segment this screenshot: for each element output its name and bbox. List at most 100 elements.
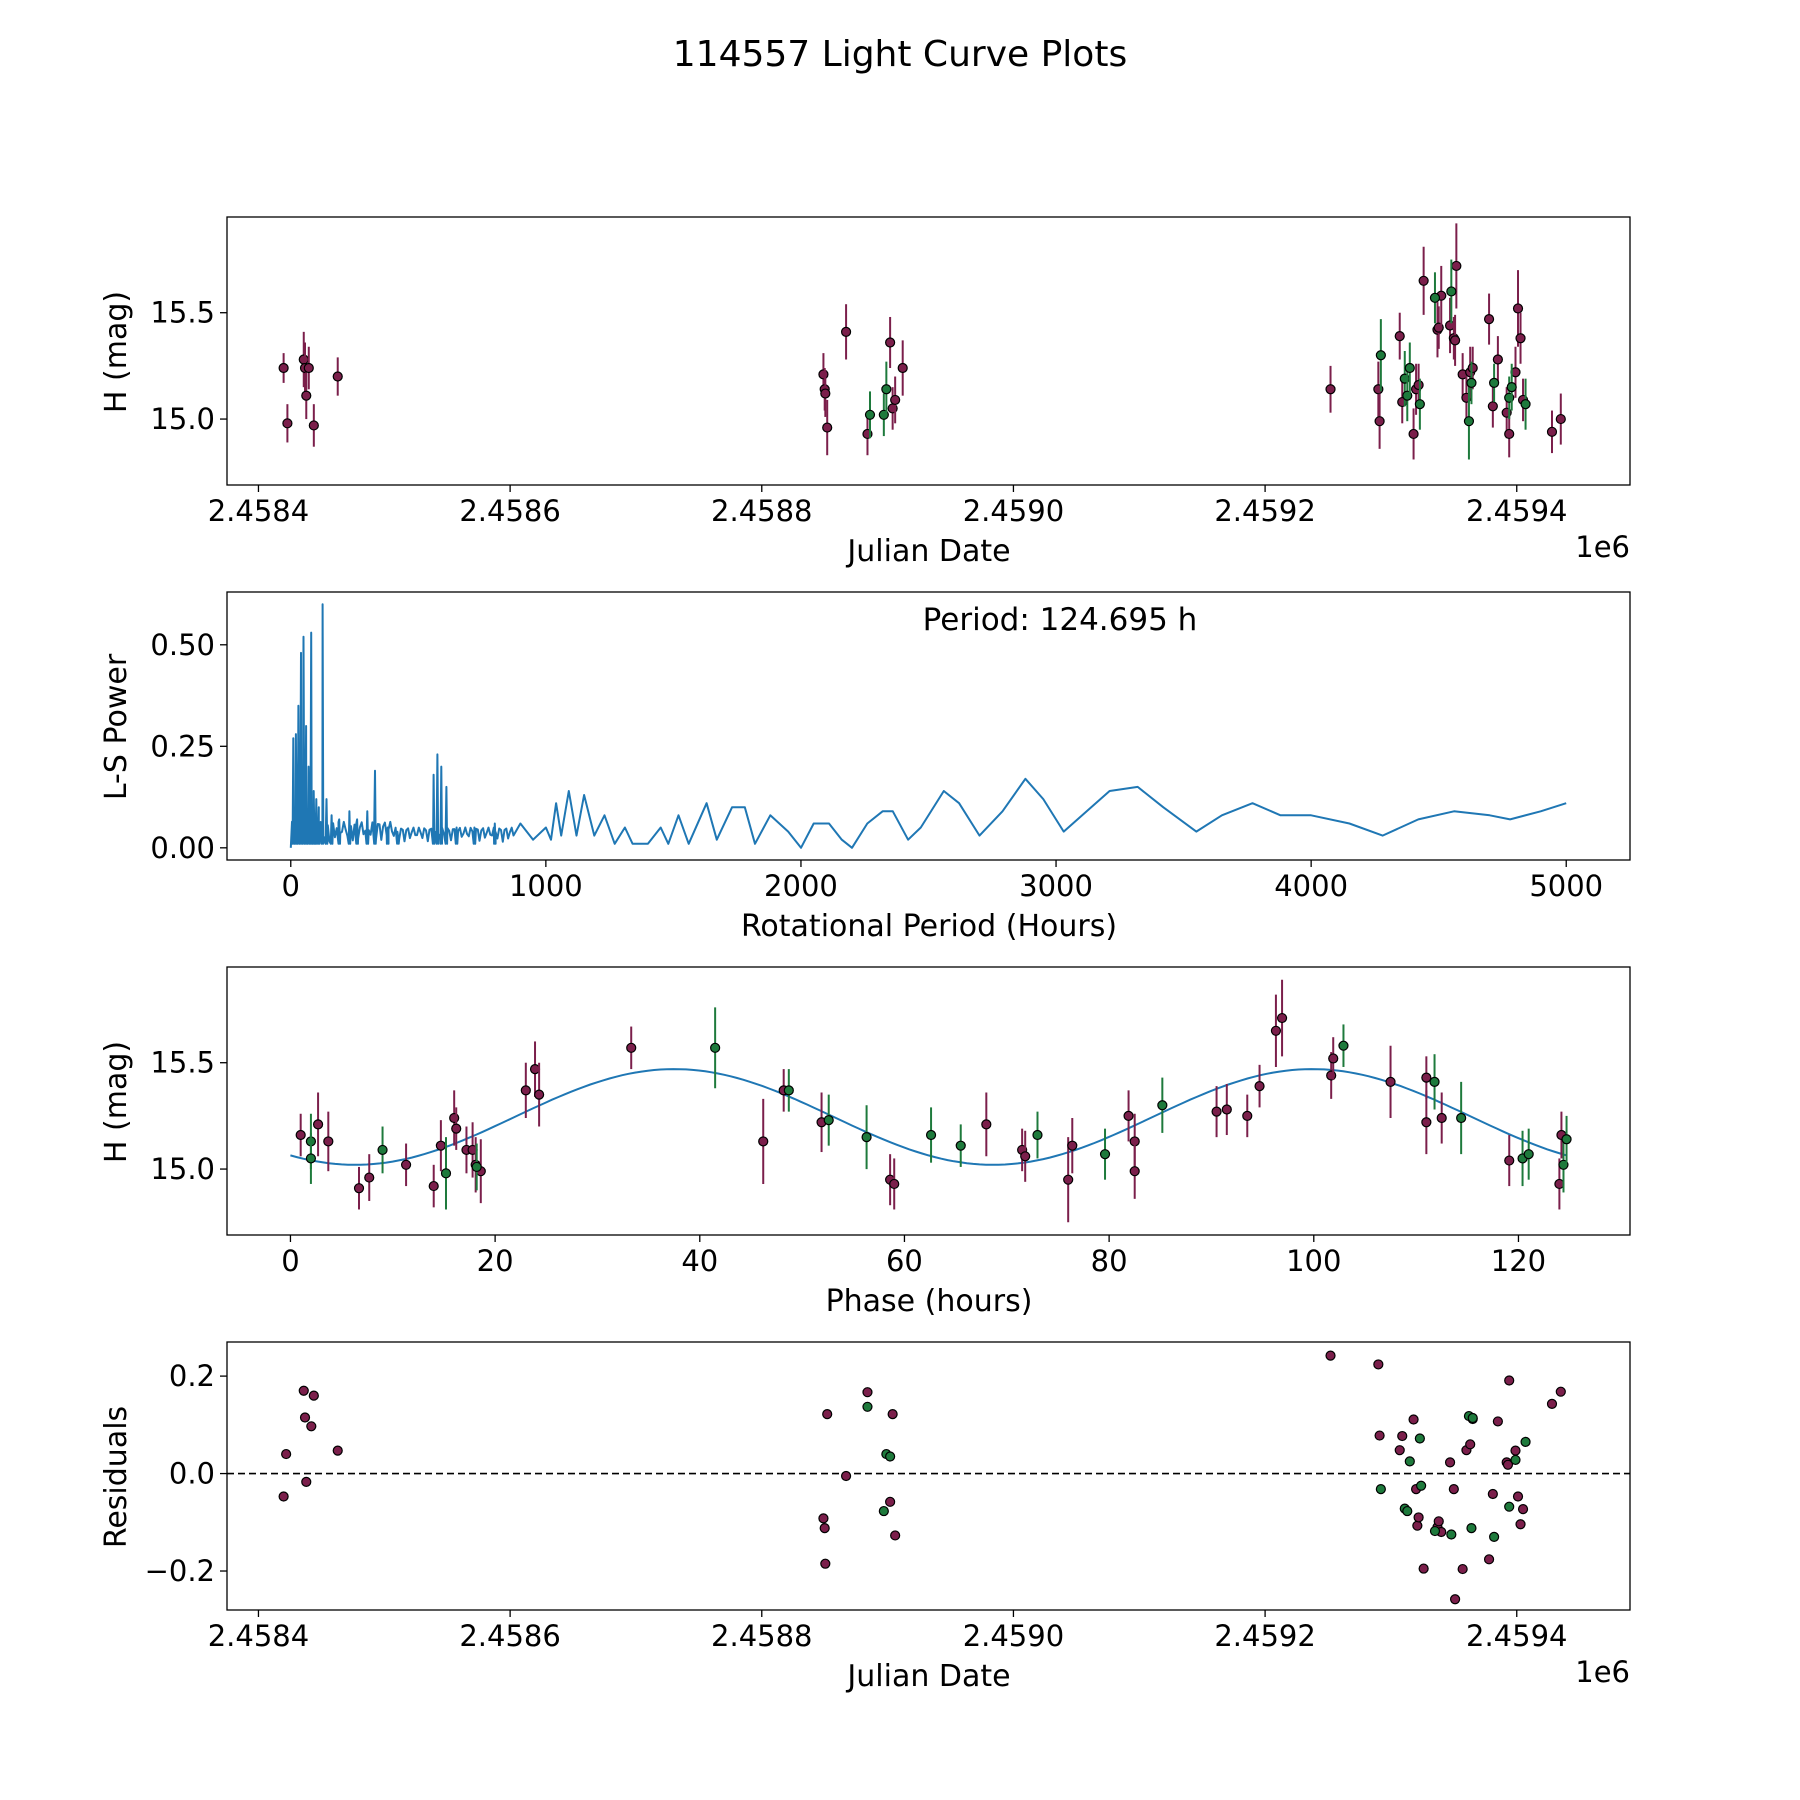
- lightcurve-point: [1463, 416, 1475, 427]
- periodogram-xtick-label: 2000: [764, 869, 838, 903]
- residuals-point: [1546, 1398, 1558, 1409]
- residuals-xtick-label: 2.4586: [459, 1619, 560, 1653]
- residuals-point: [840, 1470, 852, 1482]
- lightcurve-point: [881, 384, 892, 395]
- lightcurve-panel: Julian Date H (mag) 1e6 2.4584 2.4586 2.45…: [99, 216, 1631, 569]
- phased-point: [400, 1159, 412, 1170]
- periodogram-line: [289, 603, 1567, 849]
- phased-point: [1276, 1012, 1288, 1024]
- lightcurve-ylabel: H (mag): [99, 291, 134, 413]
- lightcurve-point: [1404, 362, 1415, 374]
- residuals-point: [1466, 1523, 1477, 1534]
- periodogram-ytick-label: 0.25: [150, 729, 215, 763]
- phased-point: [1211, 1106, 1222, 1117]
- lightcurve-point: [1451, 260, 1462, 272]
- phased-point: [1523, 1149, 1534, 1160]
- figure-title: 114557 Light Curve Plots: [673, 34, 1127, 75]
- phased-point: [626, 1042, 637, 1053]
- residuals-offset-label: 1e6: [1575, 1655, 1630, 1689]
- residuals-point: [822, 1409, 833, 1420]
- lightcurve-point: [1506, 382, 1517, 393]
- periodogram-xtick-label: 1000: [509, 869, 583, 903]
- residuals-point: [1510, 1445, 1521, 1456]
- phased-point: [1421, 1117, 1432, 1128]
- residuals-point: [1515, 1519, 1526, 1530]
- residuals-ylabel: Residuals: [99, 1406, 134, 1548]
- residuals-point: [1489, 1531, 1500, 1543]
- lightcurve-point: [864, 409, 876, 420]
- phased-panel: Phase (hours) H (mag) 0 20 40 60 80 100 120 15.…: [99, 966, 1631, 1319]
- phased-point: [1436, 1112, 1447, 1124]
- residuals-point: [818, 1513, 829, 1524]
- phased-ytick-label: 15.0: [150, 1152, 215, 1186]
- periodogram-xtick-label: 0: [282, 869, 300, 903]
- lightcurve-xtick-label: 2.4594: [1466, 494, 1567, 528]
- phased-point: [1561, 1134, 1572, 1145]
- lightcurve-point: [1555, 413, 1566, 425]
- residuals-point: [1429, 1525, 1441, 1537]
- residuals-point: [278, 1491, 289, 1502]
- phased-point: [1221, 1104, 1232, 1115]
- residuals-point: [1374, 1430, 1385, 1441]
- lightcurve-point: [1467, 362, 1478, 374]
- phased-point: [981, 1119, 992, 1130]
- residuals-point: [306, 1421, 317, 1432]
- residuals-point: [1446, 1529, 1457, 1540]
- lightcurve-point: [1512, 303, 1524, 314]
- residuals-point: [1504, 1501, 1515, 1512]
- lightcurve-point: [840, 326, 852, 337]
- residuals-point: [1492, 1416, 1503, 1427]
- phased-point: [295, 1129, 306, 1141]
- residuals-point: [1467, 1412, 1478, 1424]
- lightcurve-point: [332, 371, 343, 382]
- residuals-point: [1448, 1484, 1459, 1495]
- lightcurve-point: [1489, 377, 1500, 389]
- phased-point: [1129, 1166, 1140, 1177]
- lightcurve-offset-label: 1e6: [1575, 530, 1630, 564]
- periodogram-ylabel: L-S Power: [99, 653, 134, 800]
- residuals-point: [1555, 1386, 1566, 1397]
- phased-point: [1504, 1155, 1515, 1166]
- phased-point: [710, 1042, 721, 1053]
- phased-xtick-label: 40: [681, 1244, 718, 1278]
- lightcurve-point: [1394, 331, 1405, 342]
- residuals-point: [1449, 1594, 1461, 1605]
- lightcurve-point: [1466, 377, 1477, 389]
- lightcurve-point: [1418, 275, 1429, 286]
- phased-point: [889, 1178, 900, 1190]
- lightcurve-xtick-label: 2.4592: [1214, 494, 1315, 528]
- residuals-point: [1416, 1480, 1427, 1491]
- phased-point: [471, 1161, 482, 1173]
- lightcurve-point: [1515, 333, 1526, 344]
- lightcurve-point: [303, 362, 314, 374]
- residuals-point: [1413, 1512, 1424, 1523]
- residuals-xtick-label: 2.4594: [1466, 1619, 1567, 1653]
- residuals-ytick-label: 0.0: [169, 1457, 215, 1491]
- phased-point: [1254, 1081, 1265, 1092]
- lightcurve-point: [1487, 401, 1498, 412]
- lightcurve-point: [1408, 428, 1419, 440]
- residuals-xtick-label: 2.4590: [963, 1619, 1064, 1653]
- residuals-point: [862, 1387, 873, 1398]
- phased-point: [364, 1172, 375, 1183]
- residuals-point: [1487, 1488, 1498, 1500]
- residuals-point: [301, 1476, 312, 1487]
- residuals-xtick-label: 2.4584: [208, 1619, 309, 1653]
- residuals-point: [1325, 1350, 1336, 1361]
- lightcurve-point: [301, 390, 312, 401]
- phased-point: [520, 1085, 531, 1096]
- periodogram-xlabel: Rotational Period (Hours): [741, 909, 1117, 944]
- periodogram-axes-frame: [226, 591, 1631, 861]
- residuals-point: [1414, 1433, 1425, 1444]
- lightcurve-point: [1449, 335, 1461, 346]
- residuals-point: [1510, 1454, 1521, 1466]
- phased-point: [1032, 1129, 1043, 1141]
- residuals-point: [332, 1445, 343, 1456]
- phased-point: [925, 1129, 937, 1141]
- phased-xlabel: Phase (hours): [826, 1284, 1033, 1319]
- residuals-point: [1502, 1459, 1514, 1470]
- lightcurve-point: [818, 369, 829, 380]
- phased-point: [1326, 1070, 1337, 1081]
- periodogram-ytick-label: 0.00: [150, 831, 215, 865]
